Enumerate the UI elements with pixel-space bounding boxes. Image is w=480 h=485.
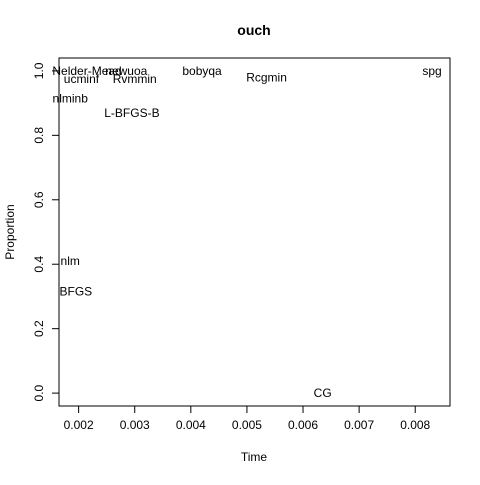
x-tick-label: 0.002 [64,418,94,432]
x-axis-label: Time [241,450,268,464]
y-axis-label: Proportion [3,204,17,259]
data-point-label: Nelder-Mead [52,64,121,78]
data-point-label: newuoa [105,64,147,78]
x-tick-label: 0.005 [232,418,262,432]
data-point-label: nlm [61,254,80,268]
data-point-label: L-BFGS-B [104,106,159,120]
data-point-label: spg [422,64,441,78]
y-axis: 0.0 0.2 0.4 0.6 0.8 1.0 [32,62,60,401]
x-tick-label: 0.004 [176,418,206,432]
data-point-label: nlminb [53,91,89,105]
data-point-label: ucminf [64,72,100,86]
y-tick-label: 0.8 [32,127,46,144]
x-tick-label: 0.006 [288,418,318,432]
x-tick-label: 0.003 [120,418,150,432]
data-point-label: Rcgmin [246,70,287,84]
data-point-label: CG [314,386,332,400]
data-point-label: Rvmmin [113,72,157,86]
x-tick-label: 0.007 [344,418,374,432]
y-tick-label: 0.6 [32,191,46,208]
chart-title: ouch [237,22,270,38]
y-tick-label: 0.0 [32,384,46,401]
y-tick-label: 0.4 [32,256,46,273]
y-tick-label: 1.0 [32,62,46,79]
data-point-label: bobyqa [182,64,222,78]
x-axis: 0.002 0.003 0.004 0.005 0.006 0.007 0.008 [64,405,431,432]
y-tick-label: 0.2 [32,320,46,337]
data-point-label: BFGS [59,285,92,299]
x-tick-label: 0.008 [400,418,430,432]
